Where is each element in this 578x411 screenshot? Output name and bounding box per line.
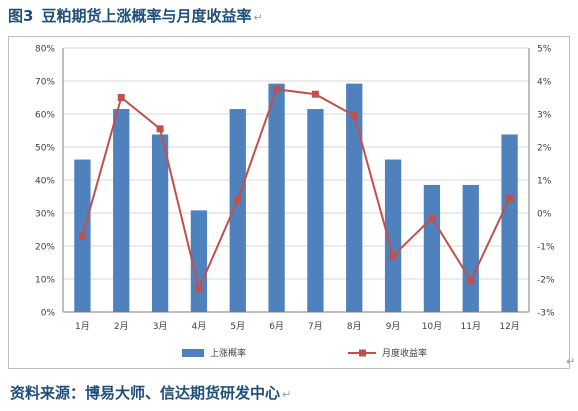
y-left-tick-label: 10% [35,276,55,286]
legend-swatch-bar [182,349,204,357]
line-point [311,90,319,98]
y-left-tick-label: 70% [35,78,55,88]
combo-chart: 0% 10% 20% 30% 40% 50% 60% 70% 80% -3% -2% -1% 0% 1% 2… [35,45,555,360]
return-mark-chart: ↵ [566,355,576,368]
y-right-tick-label: -3% [537,309,555,319]
y-left-tick-label: 40% [35,177,55,187]
line-point [428,214,436,222]
line-point [195,285,203,293]
bar [151,134,169,312]
figure-source: 资料来源：博易大师、信达期货研发中心 ↵ [10,382,291,403]
x-tick-label: 4月 [192,321,207,332]
bar [190,210,208,312]
line-point [467,277,475,285]
x-tick-label: 12月 [499,321,519,332]
y-right-tick-label: -1% [537,243,555,253]
x-tick-label: 8月 [347,321,362,332]
return-mark-source: ↵ [282,388,292,401]
y-left-tick-label: 50% [35,144,55,154]
x-tick-label: 1月 [75,321,90,332]
bar [307,109,324,312]
x-tick-label: 5月 [230,321,245,332]
legend-label-line: 月度收益率 [382,347,427,359]
y-right-tick-label: 4% [537,78,552,88]
line-point [506,194,514,202]
legend-swatch-marker [359,349,366,357]
y-left-tick-label: 30% [35,210,55,220]
bar [384,159,402,312]
figure-title: 图3 豆粕期货上涨概率与月度收益率 ↵ [8,5,263,26]
line-point [273,85,281,93]
bar [462,184,479,312]
line-point [156,125,164,133]
x-tick-label: 6月 [269,321,284,332]
bar [501,134,518,312]
legend-label-bar: 上涨概率 [210,347,246,359]
line-point [389,252,397,260]
bar [113,109,130,312]
x-tick-label: 10月 [422,321,442,332]
x-tick-label: 11月 [461,321,481,332]
x-tick-label: 9月 [386,321,401,332]
figure-source-text: 资料来源：博易大师、信达期货研发中心 [10,384,281,402]
line-point [350,112,358,120]
y-right-tick-label: 0% [537,210,552,220]
y-right-tick-label: -2% [537,276,555,286]
x-tick-label: 2月 [114,321,129,332]
return-mark: ↵ [253,11,263,24]
y-right-tick-label: 3% [537,111,552,121]
chart-frame: 0% 10% 20% 30% 40% 50% 60% 70% 80% -3% -2% -1% 0% 1% 2… [8,36,570,369]
y-left-tick-label: 60% [35,111,55,121]
line-point [234,196,242,204]
y-right-tick-label: 5% [537,45,552,55]
bar [346,83,363,312]
bar [423,184,441,312]
y-right-tick-label: 2% [537,144,552,154]
bar [229,109,246,312]
y-left-tick-label: 20% [35,243,55,253]
series-line [81,88,511,293]
y-right-tick-label: 1% [537,177,552,187]
y-left-tick-label: 0% [41,309,56,319]
line-point [117,94,125,101]
bar [268,83,285,312]
y-left-tick-label: 80% [35,45,55,55]
x-tick-label: 7月 [308,321,323,332]
x-tick-label: 3月 [153,321,168,332]
line-point [78,232,86,240]
figure-label: 图3 [8,7,34,25]
figure-title-text: 豆粕期货上涨概率与月度收益率 [41,7,252,25]
